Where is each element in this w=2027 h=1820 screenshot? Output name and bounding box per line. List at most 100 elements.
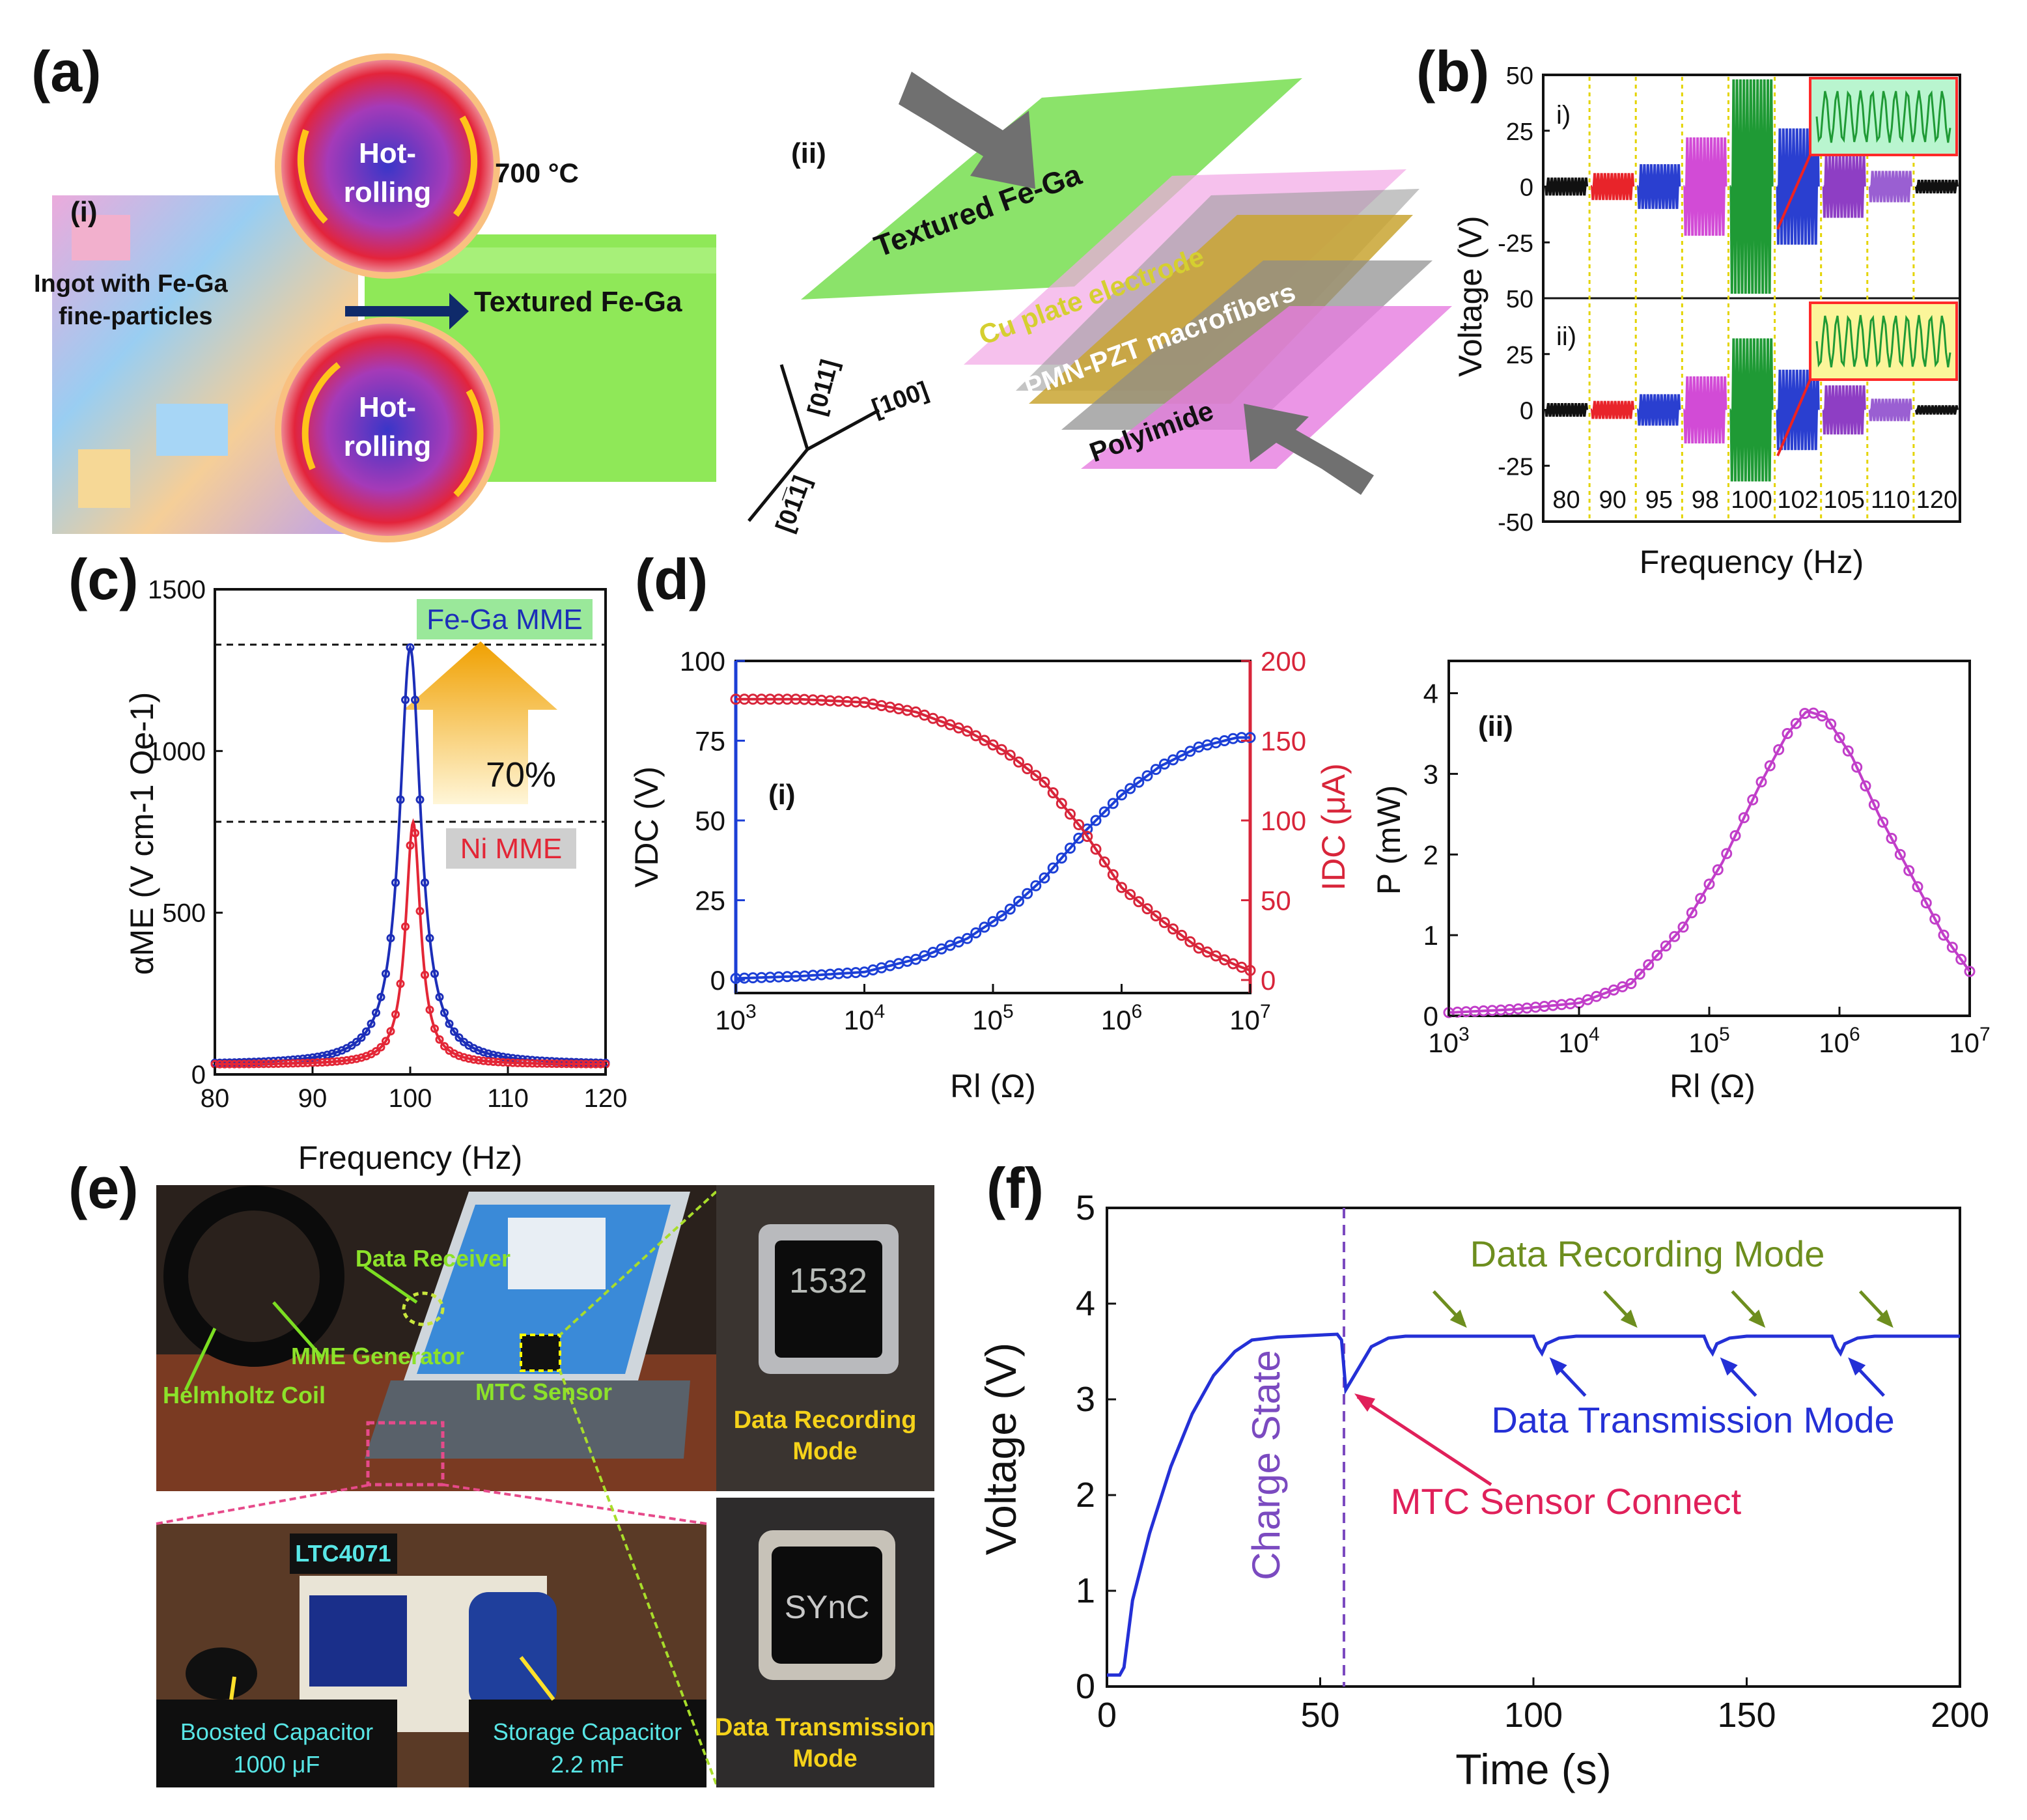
b-xlabel: Frequency (Hz)	[1640, 544, 1864, 580]
transmission-arrowhead	[1549, 1357, 1567, 1376]
series-marker	[1634, 968, 1645, 980]
callout-line	[184, 1327, 217, 1392]
series-marker	[1842, 745, 1854, 757]
series-marker	[1047, 787, 1059, 798]
storage-label-1: Storage Capacitor	[493, 1718, 682, 1745]
series-marker	[1729, 830, 1741, 841]
x-tick-label: 120	[584, 1084, 628, 1113]
series-marker	[1039, 872, 1050, 884]
connect-arrow	[1356, 1395, 1492, 1487]
storage-label-2: 2.2 mF	[551, 1751, 624, 1778]
series-marker	[415, 906, 425, 916]
layer-fe-ga	[801, 78, 1302, 300]
d-i-ylabel-right: IDC (μA)	[1315, 763, 1352, 890]
series-marker	[1677, 921, 1689, 933]
boosted-label-1: Boosted Capacitor	[180, 1718, 373, 1745]
roller-text-1: Hot-	[359, 391, 416, 423]
d-i-ylabel-left: VDC (V)	[628, 766, 665, 888]
segment-label: 98	[1692, 486, 1719, 514]
series-marker	[249, 1059, 259, 1069]
series-marker	[235, 1059, 244, 1069]
y-tick-label: 25	[1506, 119, 1533, 146]
temperature-label: 700 °C	[495, 158, 579, 188]
series-marker	[396, 795, 405, 804]
series-marker	[548, 1059, 556, 1068]
panel-e: (e) Data Receiver MME Generator Helmholt…	[68, 1156, 935, 1787]
series-marker	[376, 992, 385, 1001]
series-marker	[1150, 910, 1162, 921]
series-marker	[591, 1059, 600, 1069]
series-marker	[996, 910, 1007, 921]
series-marker	[1098, 856, 1110, 868]
series-marker	[1695, 893, 1707, 904]
series-marker	[1825, 718, 1837, 730]
series-marker	[484, 1049, 493, 1058]
series-marker	[1201, 946, 1213, 958]
series-marker	[1184, 936, 1196, 947]
series-marker	[401, 695, 410, 705]
f-xlabel: Time (s)	[1455, 1745, 1612, 1793]
voltage-waves	[1545, 79, 1959, 482]
series-marker	[538, 1059, 546, 1068]
series-marker	[1755, 776, 1767, 788]
series-marker	[1868, 799, 1880, 811]
series-marker	[542, 1059, 552, 1068]
series-marker	[484, 1057, 493, 1066]
series-marker	[1920, 897, 1932, 909]
x-tick-label: 105	[972, 1001, 1013, 1035]
panel-a: (a) Hot- rolling Hot- rolling 700 °C (i)…	[31, 39, 1452, 542]
series-marker	[333, 1057, 341, 1066]
series-marker	[1090, 815, 1102, 826]
series-marker	[1125, 889, 1136, 901]
segment-label: 110	[1871, 486, 1910, 514]
inset-waves	[1815, 90, 1951, 368]
wave-segment	[1776, 369, 1820, 451]
series-marker	[1210, 950, 1222, 962]
fe-ga-legend-box	[417, 599, 593, 639]
series-marker	[509, 1058, 517, 1067]
series-marker	[401, 922, 410, 931]
series-marker	[970, 730, 982, 742]
axis-arrow	[779, 364, 809, 450]
wave-segment	[1776, 128, 1820, 245]
series-marker	[1022, 763, 1033, 774]
series-marker	[1158, 917, 1170, 929]
recording-arrowhead	[1748, 1309, 1766, 1328]
y-tick-label: -25	[1498, 230, 1533, 257]
series-marker	[503, 1053, 512, 1062]
series-marker	[1747, 794, 1759, 805]
series-marker	[411, 695, 419, 705]
d-i-axis-ticks: 103 104 105 106 107 0 25 50 75 100 0 50 100 150 200	[680, 646, 1306, 1035]
panel-e-label: (e)	[68, 1156, 139, 1220]
x-tick-label: 103	[715, 1001, 756, 1035]
series-marker	[1158, 758, 1170, 770]
series-marker	[552, 1059, 561, 1069]
sensor-marker	[520, 1334, 561, 1372]
series-marker	[1013, 756, 1024, 768]
series-marker	[1912, 881, 1923, 893]
wave-segment	[1914, 179, 1959, 194]
axis-arrow	[806, 408, 880, 451]
wave-segment	[1545, 177, 1589, 196]
rolling-illustration: Hot- rolling Hot- rolling 700 °C (i) Ing…	[34, 53, 716, 542]
watch-screen	[772, 1547, 882, 1664]
zoom-line	[559, 1190, 718, 1336]
c-plot-series	[210, 643, 610, 1069]
series-marker	[308, 1058, 317, 1067]
series-marker	[1116, 789, 1127, 801]
segment-label: 95	[1645, 486, 1673, 514]
y-tick-label: -50	[1498, 509, 1533, 537]
sub-label-i: (i)	[70, 196, 98, 228]
series-marker	[1030, 880, 1042, 891]
series-marker	[1107, 869, 1119, 880]
boosted-label-box	[156, 1700, 397, 1787]
callout-line	[519, 1656, 555, 1701]
series-marker	[1738, 812, 1750, 824]
x-tick-label: 100	[389, 1084, 432, 1113]
sub-label-ii: (ii)	[791, 137, 826, 169]
transmission-mode-label-1: Data Transmission	[715, 1714, 935, 1741]
series-marker	[962, 932, 973, 944]
y-tick-label-right: 0	[1261, 965, 1276, 996]
panel-c: (c) Fe-Ga MME 70% Ni MME 80 90 100 110 120 0 5…	[68, 547, 627, 1176]
